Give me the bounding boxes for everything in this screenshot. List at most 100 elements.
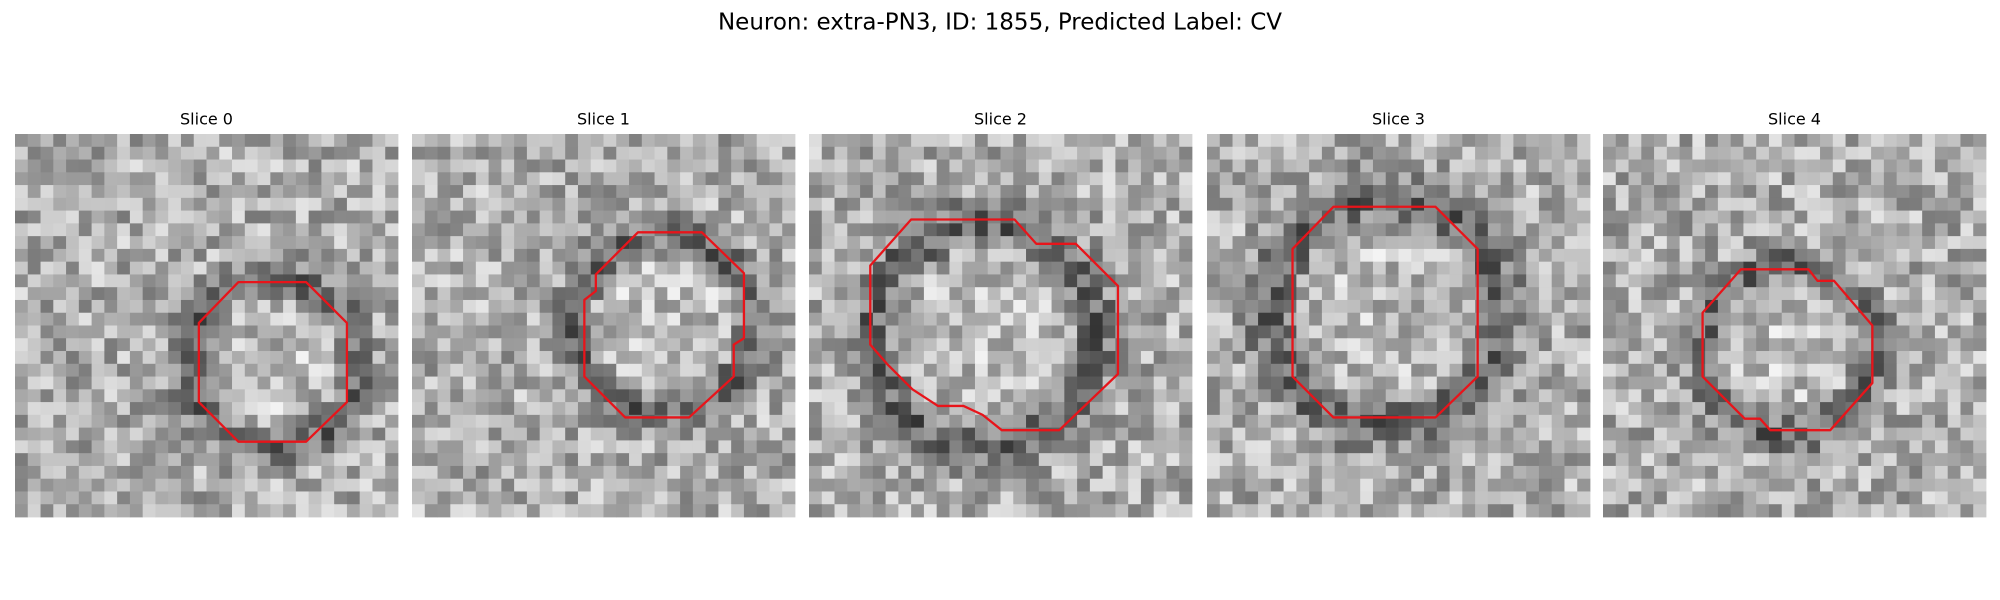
pixel xyxy=(1654,478,1668,492)
pixel xyxy=(1334,274,1348,288)
pixel xyxy=(1807,389,1821,403)
pixel xyxy=(1577,453,1591,467)
pixel xyxy=(15,504,29,518)
pixel xyxy=(295,159,310,173)
pixel xyxy=(463,287,477,301)
pixel xyxy=(1615,287,1629,301)
pixel xyxy=(1730,478,1744,492)
pixel xyxy=(488,338,502,352)
pixel xyxy=(1436,248,1450,263)
pixel xyxy=(718,236,732,250)
pixel xyxy=(1500,389,1514,403)
pixel xyxy=(1794,274,1808,288)
pixel xyxy=(680,440,694,454)
pixel xyxy=(1858,223,1872,237)
pixel xyxy=(769,312,783,326)
pixel xyxy=(667,351,681,365)
pixel xyxy=(1296,414,1310,429)
pixel xyxy=(1666,248,1680,263)
pixel xyxy=(1641,312,1655,326)
pixel xyxy=(1896,389,1910,403)
pixel xyxy=(475,287,489,301)
pixel xyxy=(1934,491,1949,505)
pixel xyxy=(667,504,681,518)
pixel xyxy=(1321,338,1336,352)
pixel xyxy=(718,363,732,377)
pixel xyxy=(1858,287,1872,301)
pixel xyxy=(232,440,246,454)
pixel xyxy=(1781,274,1795,288)
pixel xyxy=(1807,440,1821,454)
pixel xyxy=(1449,478,1463,492)
pixel xyxy=(232,402,246,416)
pixel xyxy=(1296,287,1310,301)
pixel xyxy=(680,223,694,237)
pixel xyxy=(232,325,246,339)
pixel xyxy=(142,287,156,301)
pixel xyxy=(1026,236,1040,250)
pixel xyxy=(923,363,938,377)
pixel xyxy=(1845,312,1859,326)
pixel xyxy=(424,299,438,314)
pixel xyxy=(437,491,451,505)
pixel xyxy=(1883,236,1898,250)
pixel xyxy=(911,491,925,505)
pixel xyxy=(654,402,668,416)
pixel xyxy=(1679,134,1693,148)
pixel xyxy=(1258,261,1272,275)
pixel xyxy=(769,478,783,492)
pixel xyxy=(705,427,719,441)
pixel xyxy=(244,504,258,518)
pixel xyxy=(66,172,80,186)
pixel xyxy=(437,363,451,377)
pixel xyxy=(295,338,310,352)
pixel xyxy=(1258,299,1272,314)
pixel xyxy=(1462,478,1476,492)
pixel xyxy=(1219,453,1233,467)
pixel xyxy=(359,338,373,352)
pixel xyxy=(834,325,848,339)
pixel xyxy=(1153,402,1167,416)
pixel xyxy=(1947,185,1961,199)
pixel xyxy=(1820,338,1834,352)
pixel xyxy=(1896,427,1910,441)
pixel xyxy=(193,223,207,237)
pixel xyxy=(629,338,643,352)
pixel xyxy=(53,287,67,301)
pixel xyxy=(514,274,528,288)
pixel xyxy=(232,261,246,275)
pixel xyxy=(1270,299,1284,314)
pixel xyxy=(1538,338,1553,352)
pixel xyxy=(1179,491,1193,505)
pixel xyxy=(974,478,989,492)
pixel xyxy=(1166,491,1180,505)
pixel xyxy=(1487,223,1502,237)
pixel xyxy=(359,210,373,224)
pixel xyxy=(321,197,335,211)
pixel xyxy=(1628,389,1642,403)
pixel xyxy=(412,427,426,441)
pixel xyxy=(821,325,835,339)
pixel xyxy=(987,338,1001,352)
pixel xyxy=(1385,465,1399,480)
pixel xyxy=(283,491,297,505)
pixel xyxy=(40,312,54,326)
pixel xyxy=(424,159,438,173)
pixel xyxy=(1768,440,1783,454)
pixel xyxy=(1666,504,1680,518)
pixel xyxy=(117,134,131,148)
pixel xyxy=(1577,440,1591,454)
pixel xyxy=(1000,312,1014,326)
pixel xyxy=(654,210,668,224)
pixel xyxy=(1960,287,1974,301)
pixel xyxy=(283,261,297,275)
pixel xyxy=(1883,465,1898,480)
pixel xyxy=(769,248,783,263)
pixel xyxy=(1858,414,1872,429)
pixel xyxy=(1026,248,1040,263)
pixel xyxy=(590,236,604,250)
pixel xyxy=(1487,453,1502,467)
pixel xyxy=(577,146,592,160)
pixel xyxy=(1947,351,1961,365)
pixel xyxy=(1064,223,1078,237)
